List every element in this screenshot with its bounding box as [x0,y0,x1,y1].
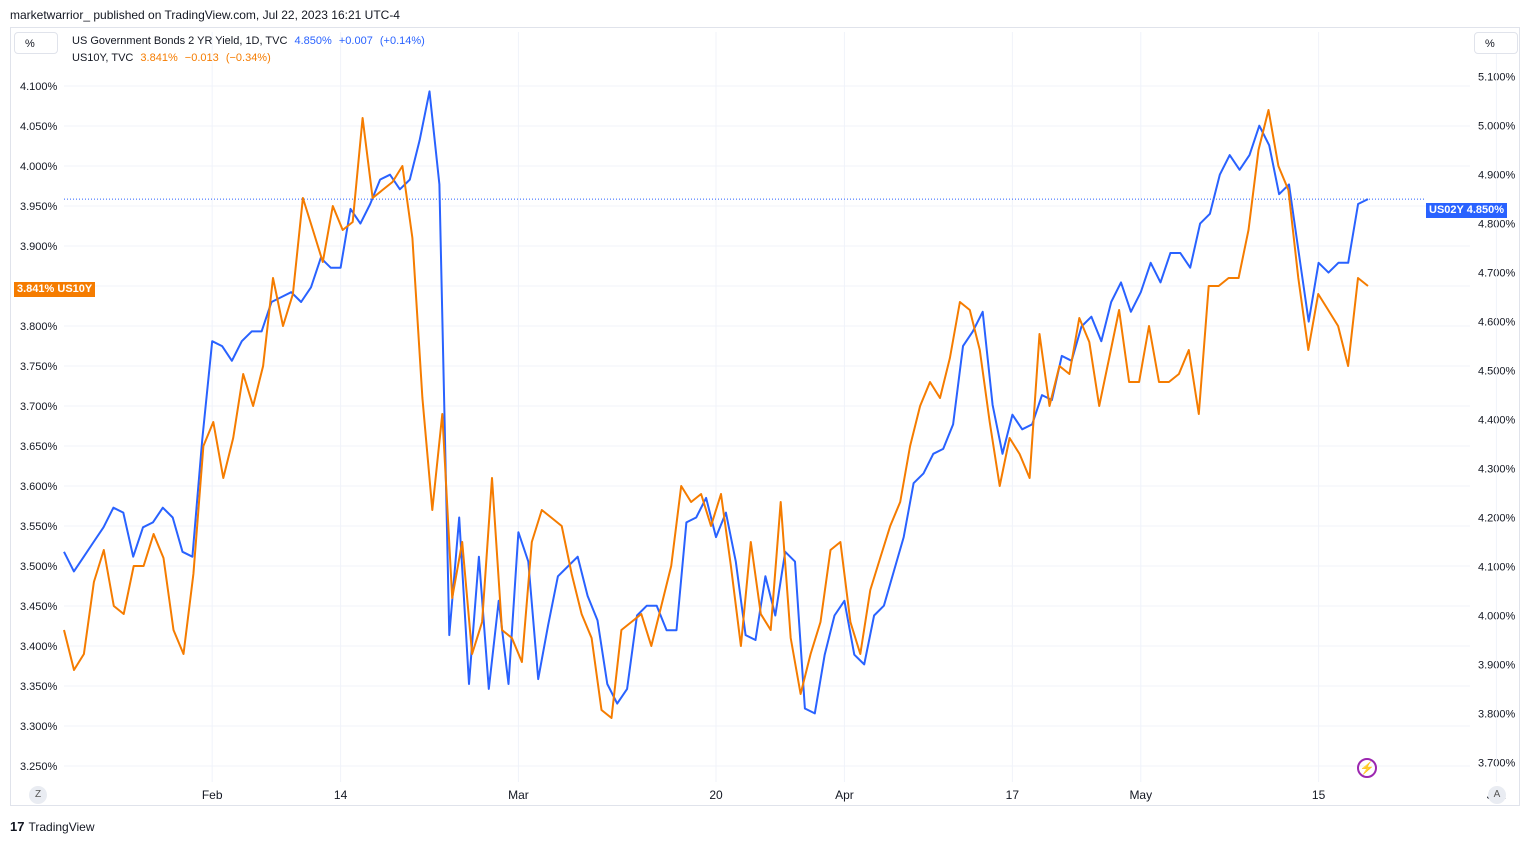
left-tick-label: 3.300% [20,721,58,733]
right-badge-value: 4.850% [1466,204,1505,216]
x-tick-label: 15 [1312,788,1326,802]
lightning-icon[interactable]: ⚡ [1357,758,1377,778]
x-tick-label: 20 [709,788,723,802]
chart-frame [10,27,1520,806]
zoom-reset-button[interactable]: Z [29,786,47,804]
right-price-badge: US02Y 4.850% [1426,203,1508,218]
legend-series2-change-pct: (−0.34%) [225,52,271,64]
left-price-badge: 3.841% US10Y [14,282,96,297]
tradingview-logo-icon: 17 [10,819,25,834]
left-tick-label: 4.000% [20,161,58,173]
right-axis-unit-button[interactable]: % [1474,32,1518,54]
brand-name: TradingView [28,820,95,834]
left-tick-label: 3.350% [20,681,58,693]
legend-row-us10y[interactable]: US10Y, TVC 3.841% −0.013 (−0.34%) [72,52,275,64]
left-tick-label: 3.550% [20,521,58,533]
auto-scale-button[interactable]: A [1488,786,1506,804]
left-tick-label: 4.050% [20,121,58,133]
left-badge-symbol: US10Y [57,283,93,295]
x-tick-label: May [1129,788,1152,802]
left-tick-label: 4.100% [20,81,58,93]
tradingview-logo: 17 TradingView [10,819,95,834]
series-line-us02y [63,90,1369,715]
x-tick-label: 17 [1006,788,1020,802]
left-tick-label: 3.500% [20,561,58,573]
legend-series2-change: −0.013 [184,52,219,64]
legend-series2-value: 3.841% [140,52,178,64]
left-tick-label: 3.750% [20,361,58,373]
series-line-us10y [63,109,1369,719]
legend-series1-change-pct: (+0.14%) [379,35,425,47]
right-badge-symbol: US02Y [1429,204,1464,216]
x-tick-label: Mar [508,788,529,802]
left-tick-label: 3.700% [20,401,58,413]
legend-series2-name: US10Y, TVC [72,52,134,64]
left-tick-label: 3.900% [20,241,58,253]
legend-series1-name: US Government Bonds 2 YR Yield, 1D, TVC [72,35,288,47]
legend-series1-value: 4.850% [294,35,332,47]
left-axis-unit-button[interactable]: % [14,32,58,54]
left-tick-label: 3.800% [20,321,58,333]
x-tick-label: 14 [334,788,348,802]
legend-series1-change: +0.007 [338,35,373,47]
left-tick-label: 3.450% [20,601,58,613]
left-tick-label: 3.600% [20,481,58,493]
publish-info: marketwarrior_ published on TradingView.… [10,8,400,22]
legend-row-us02y[interactable]: US Government Bonds 2 YR Yield, 1D, TVC … [72,35,429,47]
x-tick-label: Feb [202,788,223,802]
left-tick-label: 3.250% [20,761,58,773]
left-badge-value: 3.841% [17,283,55,295]
x-tick-label: Apr [835,788,854,802]
left-tick-label: 3.950% [20,201,58,213]
left-tick-label: 3.650% [20,441,58,453]
left-tick-label: 3.400% [20,641,58,653]
